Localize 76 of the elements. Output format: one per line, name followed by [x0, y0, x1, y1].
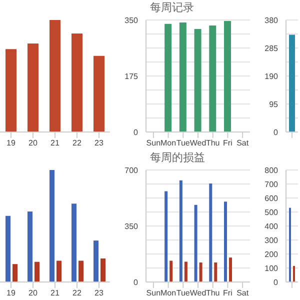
bar — [34, 262, 40, 282]
x-tick-label: Sat — [236, 288, 250, 298]
bar — [12, 264, 18, 282]
y-tick-label: 190 — [264, 72, 279, 81]
bar — [78, 260, 84, 282]
bar — [229, 258, 232, 282]
x-tick-label: Fri — [223, 288, 233, 298]
bar — [100, 258, 106, 282]
bar — [6, 49, 16, 132]
x-tick-label: Sun — [146, 138, 161, 148]
bar — [194, 28, 202, 132]
y-tick-label: 95 — [269, 100, 279, 109]
x-tick-label: 21 — [50, 138, 60, 148]
bar — [209, 25, 216, 132]
bar — [224, 202, 227, 282]
y-tick-label: 400 — [264, 222, 279, 231]
x-tick-label: Sun — [146, 288, 161, 298]
x-tick-label: 20 — [28, 288, 38, 298]
y-tick-label: 200 — [264, 250, 279, 259]
x-tick-label: Mon — [160, 288, 176, 298]
y-tick-label: 500 — [264, 208, 279, 217]
bar — [179, 22, 186, 132]
x-tick-label: 22 — [72, 138, 82, 148]
y-tick-label: 0 — [274, 128, 279, 137]
x-tick-label: Tue — [176, 288, 190, 298]
y-tick-label: 300 — [264, 236, 279, 245]
bar — [28, 211, 32, 282]
bar — [164, 191, 168, 282]
x-tick-label: 22 — [72, 288, 82, 298]
bar — [94, 56, 104, 132]
bar — [214, 262, 218, 282]
bar — [72, 204, 76, 282]
bar — [170, 260, 173, 282]
bar — [94, 240, 98, 282]
bar — [50, 20, 60, 132]
y-tick-label: 0 — [274, 278, 279, 287]
bar — [72, 33, 82, 132]
x-tick-label: 23 — [94, 138, 104, 148]
y-tick-label: 800 — [264, 166, 279, 175]
chart-title: 每周记录 — [149, 0, 195, 16]
x-tick-label: Tue — [176, 138, 190, 148]
bar — [164, 24, 172, 132]
bar — [209, 183, 212, 282]
x-tick-label: 19 — [6, 138, 16, 148]
x-tick-label: 20 — [28, 138, 38, 148]
y-tick-label: 175 — [124, 72, 139, 81]
bar — [184, 262, 188, 282]
y-tick-label: 285 — [264, 44, 279, 53]
x-tick-label: 23 — [94, 288, 104, 298]
y-tick-label: 0 — [134, 278, 139, 287]
bar — [199, 262, 202, 282]
y-tick-label: 700 — [124, 166, 139, 175]
bar — [194, 204, 198, 282]
bar — [56, 260, 62, 282]
bar — [6, 216, 10, 282]
y-tick-label: 380 — [264, 16, 279, 25]
bar — [224, 20, 231, 132]
y-tick-label: 350 — [124, 16, 139, 25]
x-tick-label: Sat — [236, 138, 250, 148]
bar — [28, 44, 38, 132]
x-tick-label: 19 — [6, 288, 16, 298]
y-tick-label: 100 — [264, 264, 279, 273]
bar — [50, 170, 54, 282]
x-tick-label: 21 — [50, 288, 60, 298]
x-tick-label: Thu — [206, 138, 220, 148]
y-tick-label: 0 — [134, 128, 139, 137]
x-tick-label: Mon — [160, 138, 176, 148]
x-tick-label: Fri — [223, 138, 233, 148]
x-tick-label: Wed — [190, 138, 206, 148]
x-tick-label: Wed — [190, 288, 206, 298]
bar — [179, 180, 182, 282]
y-tick-label: 600 — [264, 194, 279, 203]
y-tick-label: 700 — [264, 180, 279, 189]
y-tick-label: 350 — [124, 222, 139, 231]
x-tick-label: Thu — [206, 288, 220, 298]
chart-title: 每周的损益 — [149, 150, 206, 166]
